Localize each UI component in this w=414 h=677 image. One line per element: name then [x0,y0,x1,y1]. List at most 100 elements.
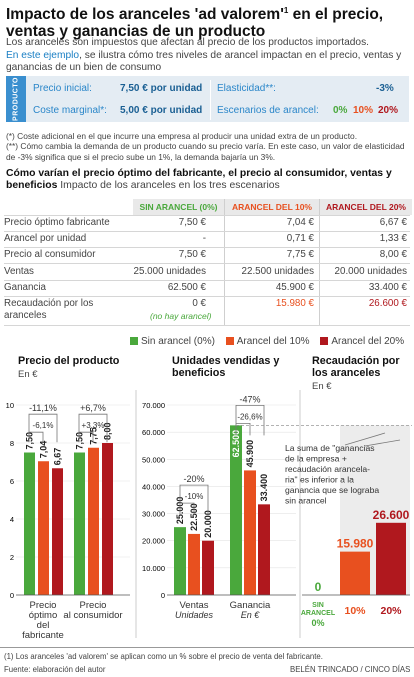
cell-value: 7,50 € [178,249,206,260]
scenario-20: 20% [378,105,399,116]
bar-value-label: 45.900 [245,440,255,468]
y-tick-label: 0 [10,591,14,600]
annotation-bracket [78,413,108,443]
y-tick-label: 0 [161,591,165,600]
cell-value: 62.500 € [167,282,206,293]
bar-value-label: 6,67 [53,448,63,466]
col-header-20: ARANCEL DEL 20% [326,202,406,212]
annotation-bracket [79,431,94,443]
y-tick-label: 10 [6,401,14,410]
chart3-unit: En € [312,381,332,392]
cell-value: 25.000 unidades [133,266,206,277]
note-text: sin arancel [285,496,327,506]
y-tick-label: 60.000 [142,428,165,437]
cell-value: 22.500 unidades [241,266,314,277]
table-row: Precio al consumidor 7,50 € 7,75 € 8,00 € [0,247,414,263]
initial-price-label: Precio inicial: [33,83,92,94]
table-row: Precio óptimo fabricante 7,50 € 7,04 € 6,67… [0,215,414,231]
cell-value: 7,50 € [178,217,206,228]
note-text: ria" es inferior a la [285,475,354,485]
note-text: ganancia que se lograba [285,485,379,495]
intro-text: Los aranceles son impuestos que afectan … [6,37,402,73]
annotation-outer: -47% [239,394,260,404]
category-label: 0% [311,618,324,628]
bar-value-label: 22.500 [189,503,199,531]
cell-value: 45.900 € [275,282,314,293]
bar [174,527,186,595]
intro-highlight: En este ejemplo [6,49,80,61]
note-arrow [344,432,386,446]
table-row: Ventas 25.000 unidades 22.500 unidades 20.0… [0,264,414,280]
row-label: Ganancia [4,282,46,293]
bar [244,470,256,595]
bar-value-label: 0 [315,580,322,594]
cell-value: 15.980 € [275,298,314,309]
bar-value-label: 33.400 [259,474,269,502]
category-label: del [37,620,50,631]
y-tick-label: 40.000 [142,482,165,491]
y-tick-label: 2 [10,553,14,562]
category-label: ARANCEL [301,610,336,617]
category-label: Precio [30,600,57,611]
cell-value: - [202,233,206,244]
row-label: Ventas [4,266,34,277]
category-label: Ganancia [230,600,271,611]
col-header-0: SIN ARANCEL (0%) [139,202,218,212]
annotation-outer: -11,1% [29,403,57,413]
y-tick-label: 70.000 [142,401,165,410]
annotation-bracket [29,431,44,443]
chart3-title: Recaudación por los aranceles [312,355,400,379]
elasticity-label: Elasticidad**: [217,83,276,94]
footnotes: (*) Coste adicional en el que incurre un… [6,131,405,162]
category-label: 10% [344,605,366,617]
footer-source: Fuente: elaboración del autor [4,665,106,674]
marginal-cost-value: 5,00 € por unidad [120,105,203,116]
note-text: recaudación arancela- [285,464,370,474]
cell-value: 33.400 € [368,282,407,293]
bar [52,468,63,595]
annotation-bracket [236,422,251,436]
category-label: Precio [80,600,107,611]
table-row: Recaudación por los aranceles 0 € 15.980 €… [0,296,414,325]
footer-note: (1) Los aranceles 'ad valorem' se aplica… [4,652,323,661]
row-label: Precio al consumidor [4,249,96,260]
row-label: Precio óptimo fabricante [4,217,110,228]
cell-value: 7,75 € [286,249,314,260]
y-tick-label: 8 [10,439,14,448]
y-tick-label: 10.000 [142,564,165,573]
annotation-outer: -20% [183,474,204,484]
elasticity-value: -3% [376,83,394,94]
annotation-inner: -6,1% [33,421,54,430]
bar-value-label: 7,50 [75,432,85,450]
bar-value-label: 7,04 [39,441,49,459]
category-sublabel: En € [241,610,261,620]
annotation-bracket [180,502,195,516]
cell-value: 0,71 € [286,233,314,244]
bar [340,551,370,595]
annotation-bracket [235,404,265,436]
cell-value: 20.000 unidades [334,266,407,277]
chart1-unit: En € [18,369,38,380]
legend-item-20: Arancel del 20% [320,336,404,347]
legend-item-0: Sin arancel (0%) [130,336,215,347]
y-tick-label: 50.000 [142,455,165,464]
bar [88,447,99,595]
cell-value: 26.600 € [368,298,407,309]
scenarios-label: Escenarios de arancel: [217,105,319,116]
annotation-bracket [28,413,58,443]
bar [74,452,85,595]
bar [230,425,242,595]
y-tick-label: 4 [10,515,14,524]
bar [38,461,49,595]
row-label: Recaudación por los aranceles [4,298,94,321]
y-tick-label: 20.000 [142,537,165,546]
page-title: Impacto de los aranceles 'ad valorem'1 e… [6,6,384,41]
category-label: 20% [380,605,402,617]
category-label: óptimo [29,610,58,621]
annotation-outer: +6,7% [80,403,106,413]
no-tariff-note: (no hay arancel) [150,311,212,321]
chart1-title: Precio del producto [18,355,120,367]
bar [188,533,200,595]
bar-value-label: 20.000 [203,510,213,538]
marginal-cost-label: Coste marginal*: [33,105,107,116]
